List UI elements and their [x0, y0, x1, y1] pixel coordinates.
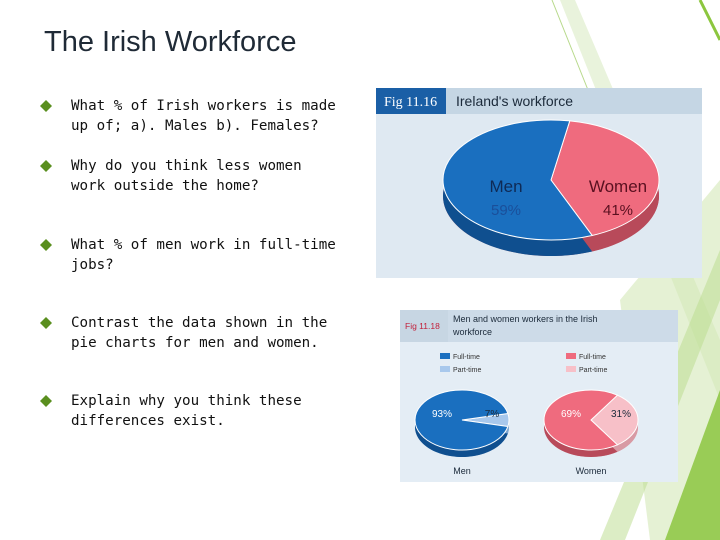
- women-slice-part-time: [590, 394, 639, 446]
- figure-label: Fig 11.16: [384, 95, 437, 110]
- fig1-slice-women: [550, 120, 660, 237]
- chart-title-line-2: workforce: [452, 327, 492, 337]
- legend-swatch-men-part-time: [440, 366, 450, 372]
- legend-swatch-women-full-time: [566, 353, 576, 359]
- diamond-bullet-icon: [40, 100, 52, 112]
- chart-title: Ireland's workforce: [456, 93, 573, 109]
- bullet-item: Explain why you think these differences …: [40, 391, 340, 451]
- page-title: The Irish Workforce: [44, 26, 297, 58]
- figure-label-box: [400, 310, 448, 342]
- bullet-text: Why do you think less women work outside…: [71, 158, 302, 194]
- men-slice-full-time: [414, 389, 509, 451]
- slice-name-label: Women: [589, 177, 647, 196]
- fig1-slice-men: [442, 119, 594, 241]
- men-part-time-value-label: 7%: [485, 409, 500, 420]
- legend-swatch-women-part-time: [566, 366, 576, 372]
- women-pie-name-label: Women: [576, 466, 607, 476]
- women-full-time-value-label: 69%: [561, 409, 581, 420]
- bullet-list: What % of Irish workers is made up of; a…: [40, 96, 340, 451]
- figure-label: Fig 11.18: [405, 321, 440, 331]
- bullet-text: Contrast the data shown in the pie chart…: [71, 315, 328, 351]
- bullet-text: What % of Irish workers is made up of; a…: [71, 98, 336, 134]
- pie-chart-men-women-workers: Fig 11.18 Men and women workers in the I…: [400, 310, 678, 482]
- pie-chart-ireland-workforce: Fig 11.16 Ireland's workforce Men 59% Wome…: [376, 88, 702, 278]
- slice-value-label: 41%: [603, 202, 633, 219]
- diamond-bullet-icon: [40, 160, 52, 172]
- bullet-text: What % of men work in full-time jobs?: [71, 237, 336, 273]
- bullet-item: What % of Irish workers is made up of; a…: [40, 96, 340, 156]
- legend-label-women-part-time: Part-time: [579, 367, 608, 374]
- diamond-bullet-icon: [40, 317, 52, 329]
- legend-label-women-full-time: Full-time: [579, 354, 606, 361]
- men-full-time-value-label: 93%: [432, 409, 452, 420]
- women-slice-full-time: [543, 389, 619, 451]
- chart-title-line-1: Men and women workers in the Irish: [453, 314, 598, 324]
- women-part-time-value-label: 31%: [611, 409, 631, 420]
- slice-value-label: 59%: [491, 202, 521, 219]
- legend-swatch-men-full-time: [440, 353, 450, 359]
- bullet-item: Contrast the data shown in the pie chart…: [40, 313, 340, 391]
- bullet-item: Why do you think less women work outside…: [40, 156, 340, 235]
- diamond-bullet-icon: [40, 239, 52, 251]
- legend-label-men-part-time: Part-time: [453, 367, 482, 374]
- diamond-bullet-icon: [40, 395, 52, 407]
- bullet-item: What % of men work in full-time jobs?: [40, 235, 340, 313]
- legend-label-men-full-time: Full-time: [453, 354, 480, 361]
- figure-men-women-workers: Fig 11.18 Men and women workers in the I…: [400, 310, 678, 482]
- men-pie-name-label: Men: [453, 466, 471, 476]
- bullet-text: Explain why you think these differences …: [71, 393, 302, 429]
- slice-name-label: Men: [489, 177, 522, 196]
- figure-ireland-workforce: Fig 11.16 Ireland's workforce Men 59% Wome…: [376, 88, 702, 278]
- figure-label-box: [376, 88, 446, 114]
